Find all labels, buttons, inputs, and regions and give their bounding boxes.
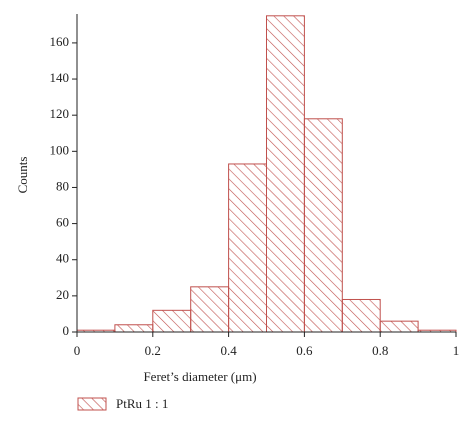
- bar: [379, 320, 419, 333]
- y-axis-label: Counts: [15, 157, 30, 194]
- y-tick-label: 60: [56, 215, 69, 230]
- x-tick-label: 0.2: [145, 343, 161, 358]
- x-tick-label: 0.6: [296, 343, 313, 358]
- y-tick-label: 0: [63, 323, 70, 338]
- y-tick-label: 140: [50, 70, 70, 85]
- x-tick-label: 0.8: [372, 343, 388, 358]
- bar: [266, 15, 305, 333]
- bar: [152, 309, 192, 333]
- bar: [190, 286, 230, 333]
- bar: [341, 298, 381, 333]
- x-tick-label: 1: [453, 343, 460, 358]
- legend-swatch: [77, 397, 107, 411]
- bar: [114, 324, 154, 333]
- y-tick-label: 80: [56, 178, 69, 193]
- legend-label: PtRu 1 : 1: [116, 396, 168, 411]
- x-axis-label: Feret’s diameter (μm): [143, 369, 256, 384]
- y-tick-label: 40: [56, 251, 69, 266]
- x-tick-label: 0.4: [220, 343, 237, 358]
- bar: [303, 118, 343, 333]
- y-tick-label: 20: [56, 287, 69, 302]
- x-tick-label: 0: [74, 343, 81, 358]
- y-tick-label: 120: [50, 106, 70, 121]
- y-tick-label: 100: [50, 142, 70, 157]
- y-tick-label: 160: [50, 34, 70, 49]
- bar: [228, 163, 268, 333]
